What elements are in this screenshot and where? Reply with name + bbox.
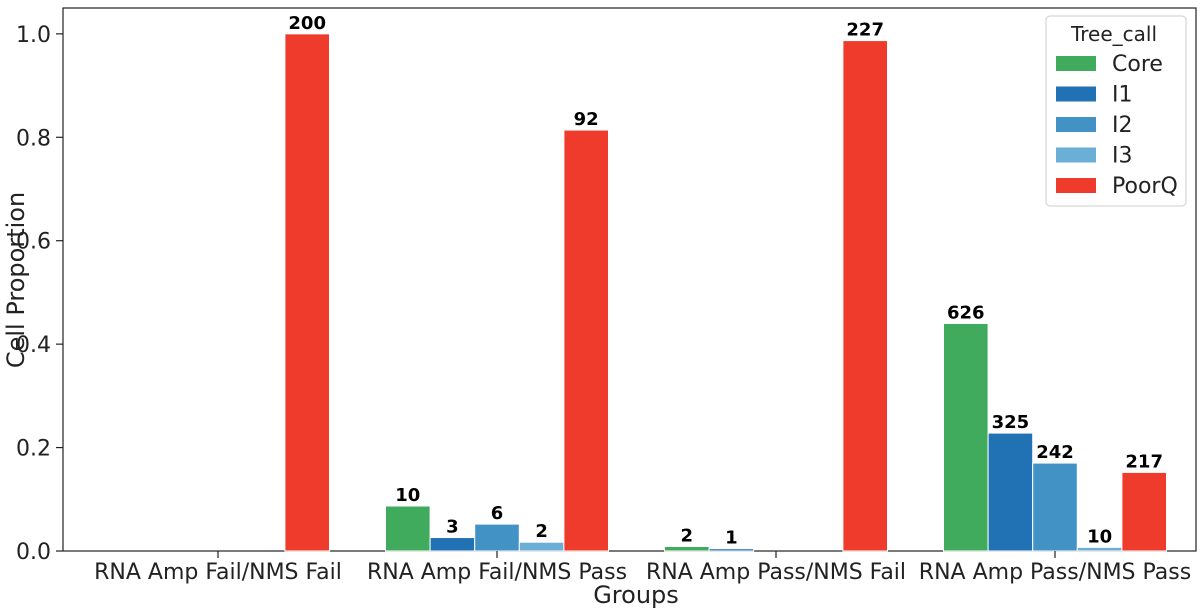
bar-data-label: 6 [491,503,504,524]
bar-i1 [429,537,476,552]
legend-swatch-i2 [1056,117,1096,132]
legend: Tree_call Core I1 I2 I3 PoorQ [1045,15,1187,207]
bar-data-label: 200 [288,13,326,34]
legend-items: Core I1 I2 I3 PoorQ [1056,52,1178,199]
legend-swatch-core [1056,56,1096,71]
x-tick-label: RNA Amp Pass/NMS Pass [919,560,1191,585]
bar-poorq [284,33,330,552]
bar-i2 [1032,462,1078,552]
x-tick-label: RNA Amp Pass/NMS Fail [646,560,906,585]
bar-i3 [518,541,565,552]
x-tick-label: RNA Amp Fail/NMS Pass [367,560,627,585]
legend-label-i1: I1 [1112,83,1133,108]
bar-data-label: 626 [947,302,985,323]
y-tick-label: 0.8 [16,126,51,151]
bar-poorq [1121,471,1168,552]
bar-data-label: 2 [535,521,548,542]
bar-i1 [708,548,755,552]
bar-i3 [1076,546,1123,552]
legend-label-core: Core [1112,52,1163,77]
bar-data-label: 227 [846,20,884,41]
legend-label-i3: I3 [1112,144,1133,169]
x-axis-ticks: RNA Amp Fail/NMS Fail RNA Amp Fail/NMS Pa… [94,551,1191,585]
bar-data-label: 10 [395,485,420,506]
bar-core [943,322,989,552]
bars-group [284,33,1168,552]
legend-swatch-i3 [1056,147,1096,163]
bar-data-label: 217 [1125,451,1163,472]
bar-i2 [474,523,520,552]
bar-data-label: 325 [992,412,1030,433]
bar-data-label: 2 [681,526,694,547]
legend-swatch-poorq [1056,178,1096,193]
bar-data-label: 3 [446,517,459,538]
bar-data-label: 242 [1036,442,1074,463]
bar-data-label: 1 [725,528,738,549]
bar-data-label: 92 [574,109,599,130]
y-axis-ticks: 0.0 0.2 0.4 0.6 0.8 1.0 [16,23,63,565]
bar-data-label: 10 [1087,526,1112,547]
y-tick-label: 0.4 [16,333,51,358]
legend-label-i2: I2 [1112,113,1133,138]
legend-title: Tree_call [1070,22,1157,46]
bar-core [385,505,431,552]
x-tick-label: RNA Amp Fail/NMS Fail [94,560,342,585]
x-axis-title: Groups [593,581,679,609]
bar-poorq [842,40,889,552]
bar-i1 [987,432,1034,552]
y-tick-label: 1.0 [16,23,51,48]
y-tick-label: 0.2 [16,437,51,462]
bar-core [664,546,710,552]
y-tick-label: 0.0 [16,540,51,565]
bar-poorq [563,129,610,552]
y-tick-label: 0.6 [16,230,51,255]
legend-swatch-i1 [1056,86,1096,102]
legend-label-poorq: PoorQ [1112,174,1178,199]
y-axis-title: Cell Proportion [2,192,30,368]
